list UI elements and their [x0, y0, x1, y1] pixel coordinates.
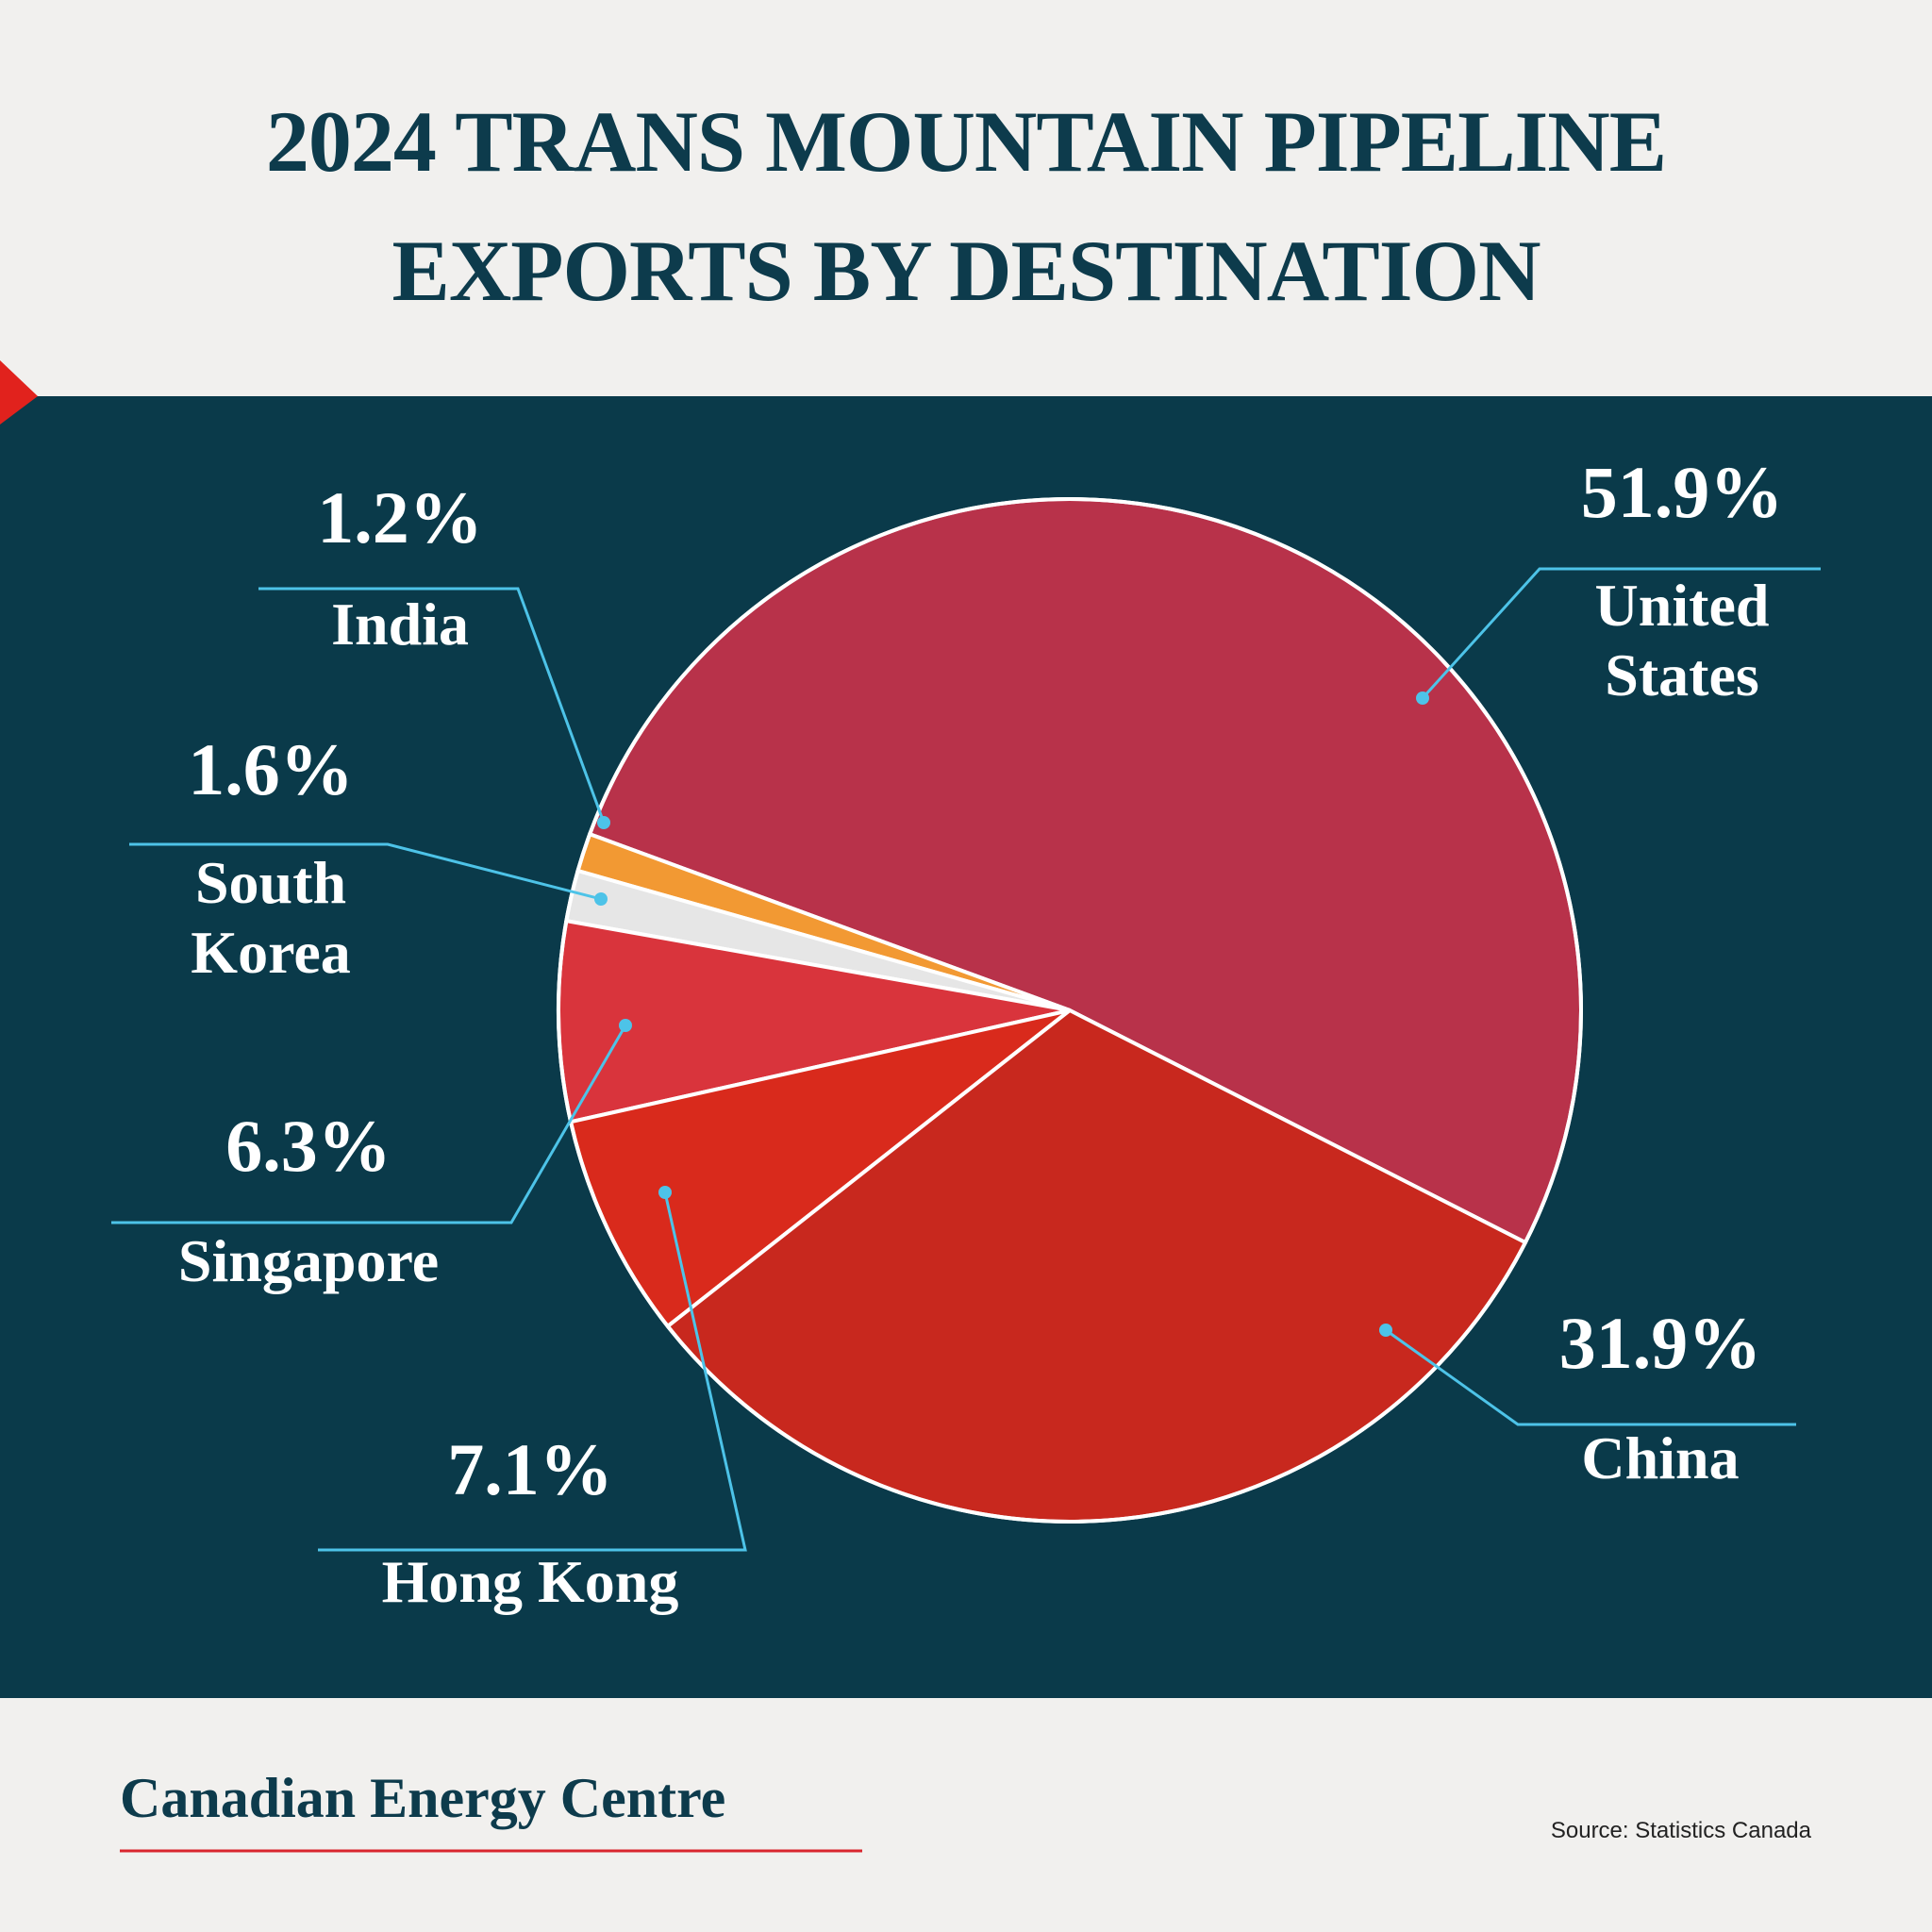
leader-dot — [594, 892, 608, 906]
category-label: India — [331, 591, 469, 658]
source: Source: Statistics Canada — [1551, 1818, 1812, 1843]
leader-dot — [658, 1186, 672, 1199]
value-label: 31.9% — [1559, 1302, 1762, 1384]
value-label: 6.3% — [225, 1105, 391, 1187]
leader-dot — [619, 1019, 632, 1032]
leader-dot — [1379, 1324, 1392, 1337]
pie-border — [557, 497, 1583, 1524]
leader-line — [1385, 1328, 1796, 1426]
leader-dot — [597, 816, 610, 829]
category-label: Singapore — [178, 1227, 439, 1294]
category-label: United States — [1595, 572, 1770, 708]
brand: Canadian Energy Centre — [120, 1767, 725, 1829]
leader-dot — [1416, 691, 1429, 705]
leader-line — [129, 842, 602, 901]
category-label: South Korea — [191, 849, 350, 986]
labels: 51.9% United States 1.2% India 1.6% South Korea… — [111, 451, 1821, 1615]
category-label: China — [1581, 1424, 1739, 1491]
category-label: Hong Kong — [382, 1548, 679, 1615]
accent — [0, 360, 38, 425]
leader-line — [1421, 567, 1821, 700]
chart-title: 2024 TRANS MOUNTAIN PIPELINE EXPORTS BY … — [265, 93, 1667, 319]
value-label: 7.1% — [447, 1428, 613, 1510]
pie — [557, 497, 1583, 1524]
value-label: 51.9% — [1581, 451, 1784, 533]
leader-line — [111, 1024, 627, 1224]
leader-line — [318, 1191, 747, 1552]
value-label: 1.2% — [317, 476, 483, 558]
value-label: 1.6% — [188, 728, 354, 810]
leader-line — [258, 587, 606, 824]
